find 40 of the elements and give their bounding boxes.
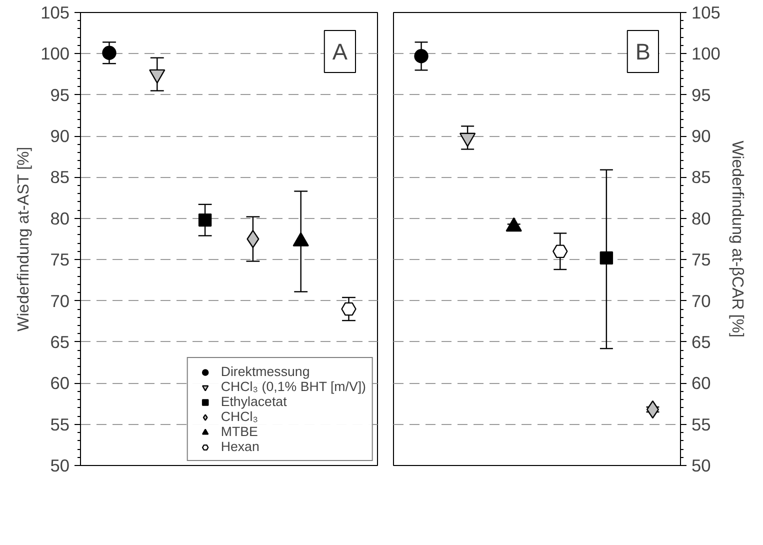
legend-label: Hexan <box>220 439 260 454</box>
legend-label: Direktmessung <box>220 364 310 379</box>
y-tick-label: 85 <box>50 167 70 188</box>
y2-tick-label: 85 <box>692 167 711 188</box>
y2-tick-label: 60 <box>692 373 711 394</box>
point <box>341 302 356 316</box>
y2-tick-label: 100 <box>692 44 720 64</box>
y-tick-label: 60 <box>50 373 70 394</box>
y2-axis-title: Wiederfindung at-βCAR [%] <box>728 140 746 338</box>
legend-label: Ethylacetat <box>220 394 287 409</box>
point <box>198 213 212 227</box>
y2-tick-label: 90 <box>692 126 711 146</box>
y-tick-label: 65 <box>50 332 70 352</box>
legend-label: CHCl₃ <box>220 409 258 424</box>
y-tick-label: 75 <box>50 250 70 270</box>
y-tick-label: 90 <box>50 126 70 146</box>
y-tick-label: 70 <box>50 290 70 311</box>
y2-tick-label: 95 <box>692 84 711 105</box>
y-axis-title: Wiederfindung at-AST [%] <box>16 146 33 332</box>
y2-tick-label: 75 <box>692 250 711 270</box>
legend-label: CHCl₃ (0,1% BHT [m/V]) <box>220 379 366 394</box>
annotation: B <box>635 38 651 64</box>
y2-tick-label: 50 <box>692 456 711 476</box>
point <box>600 251 614 265</box>
y2-tick-label: 70 <box>692 290 711 311</box>
y-tick-label: 55 <box>50 414 70 434</box>
y2-tick-label: 65 <box>692 332 711 352</box>
legend-label: MTBE <box>220 424 258 439</box>
point <box>552 244 568 258</box>
y-tick-label: 80 <box>50 208 70 228</box>
y2-tick-label: 55 <box>692 414 711 434</box>
y-tick-label: 100 <box>40 44 70 64</box>
point <box>102 46 116 60</box>
y2-tick-label: 80 <box>692 208 711 228</box>
y-tick-label: 50 <box>50 456 70 476</box>
y-tick-label: 105 <box>40 2 70 22</box>
point <box>414 49 428 64</box>
y-tick-label: 95 <box>50 84 70 105</box>
y2-tick-label: 105 <box>692 2 720 22</box>
annotation: A <box>332 38 348 64</box>
